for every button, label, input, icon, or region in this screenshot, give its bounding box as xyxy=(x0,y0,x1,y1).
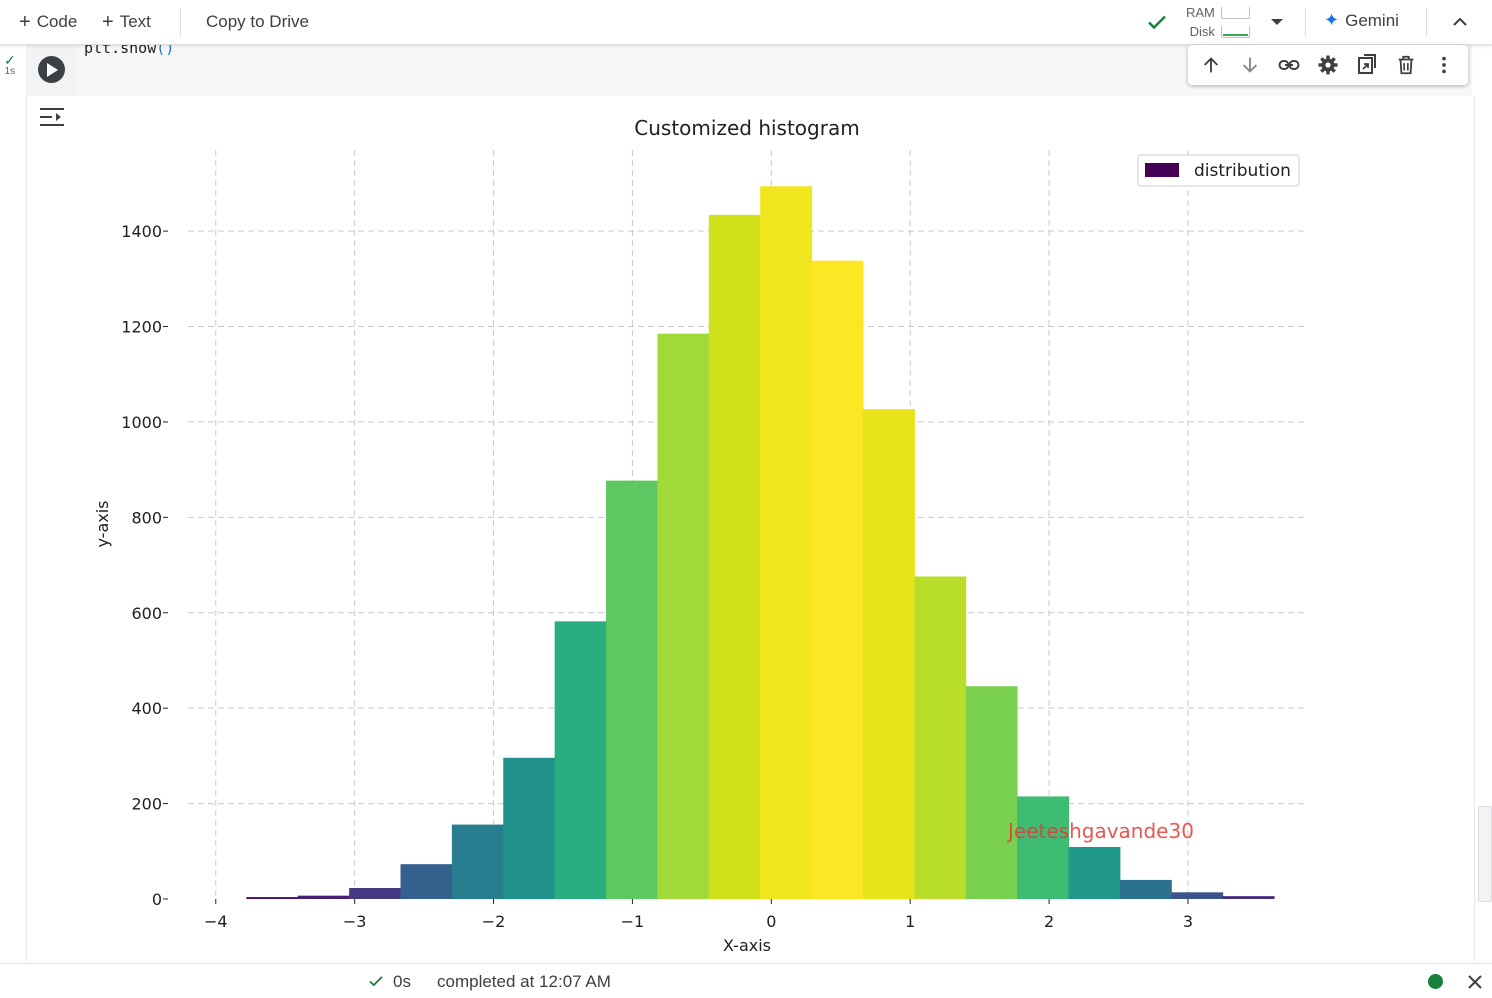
ram-label: RAM xyxy=(1186,5,1215,20)
trash-icon[interactable] xyxy=(1390,49,1422,81)
x-tick-label: −1 xyxy=(621,912,645,931)
x-tick-label: −4 xyxy=(204,912,228,931)
y-axis-label: y-axis xyxy=(93,500,112,547)
output-actions-icon[interactable] xyxy=(38,104,66,135)
y-tick-label: 1400 xyxy=(121,222,162,241)
connected-check-icon[interactable] xyxy=(1145,10,1169,39)
gear-icon[interactable] xyxy=(1312,49,1344,81)
gemini-button[interactable]: ✦ Gemini xyxy=(1324,10,1399,31)
close-icon[interactable] xyxy=(1466,973,1484,996)
x-tick-label: 2 xyxy=(1044,912,1054,931)
cell-toolbar xyxy=(1188,45,1468,85)
x-tick-label: 1 xyxy=(905,912,915,931)
legend-label: distribution xyxy=(1194,161,1291,181)
mirror-cell-icon[interactable] xyxy=(1351,49,1383,81)
runtime-dropdown-icon[interactable] xyxy=(1268,14,1286,35)
plus-icon: + xyxy=(102,11,114,33)
disk-label: Disk xyxy=(1189,24,1215,39)
gemini-sparkle-icon: ✦ xyxy=(1324,10,1340,30)
histogram-bar xyxy=(1171,892,1224,899)
status-bar: 0s completed at 12:07 AM xyxy=(0,963,1492,998)
histogram-bar xyxy=(708,214,761,899)
histogram-bar xyxy=(554,621,607,899)
y-tick-label: 400 xyxy=(131,699,162,718)
toolbar-divider xyxy=(1426,8,1427,36)
run-cell-button[interactable] xyxy=(38,56,65,83)
status-check-icon xyxy=(367,972,385,995)
copy-to-drive-button[interactable]: Copy to Drive xyxy=(206,10,309,34)
histogram-bar xyxy=(349,888,401,899)
histogram-bar xyxy=(400,864,453,899)
cell-exec-status: ✓ 1s xyxy=(4,52,16,77)
histogram-bar xyxy=(503,757,556,899)
y-tick-label: 1000 xyxy=(121,413,162,432)
histogram-bar xyxy=(811,260,864,899)
status-duration: 0s xyxy=(393,972,411,991)
x-axis-label: X-axis xyxy=(723,936,771,955)
histogram-bar xyxy=(965,686,1018,899)
add-code-button[interactable]: + Code xyxy=(19,10,77,34)
notebook-toolbar: + Code + Text Copy to Drive RAM Disk ✦ G… xyxy=(0,0,1492,45)
collapse-chevron-up-icon[interactable] xyxy=(1450,12,1470,37)
link-icon[interactable] xyxy=(1273,49,1305,81)
histogram-bar xyxy=(862,409,915,899)
more-vert-icon[interactable] xyxy=(1428,49,1460,81)
watermark-text: Jeeteshgavande30 xyxy=(1006,819,1194,843)
y-tick-label: 800 xyxy=(131,508,162,527)
histogram-bar xyxy=(1119,879,1172,899)
add-code-label: Code xyxy=(36,12,78,31)
histogram-bar xyxy=(1017,796,1070,899)
histogram-bar xyxy=(760,186,813,899)
gemini-label: Gemini xyxy=(1345,10,1399,30)
plus-icon: + xyxy=(19,11,31,33)
exec-check-icon: ✓ xyxy=(4,52,16,68)
histogram-bar xyxy=(297,895,350,899)
x-tick-label: −3 xyxy=(343,912,367,931)
histogram-bar xyxy=(1222,896,1275,899)
y-tick-label: 1200 xyxy=(121,318,162,337)
toolbar-divider xyxy=(180,8,181,36)
move-down-arrow-icon[interactable] xyxy=(1234,49,1266,81)
chart-title: Customized histogram xyxy=(634,116,859,140)
x-tick-label: 0 xyxy=(766,912,776,931)
exec-time: 1s xyxy=(4,66,16,77)
histogram-bar xyxy=(606,480,658,899)
histogram-plot: Customized histogram X-axis y-axis −4 −3−… xyxy=(93,116,1306,955)
y-tick-label: 600 xyxy=(131,604,162,623)
toolbar-divider xyxy=(1305,8,1306,36)
move-up-arrow-icon[interactable] xyxy=(1195,49,1227,81)
play-icon xyxy=(46,62,58,77)
status-completed: completed at 12:07 AM xyxy=(437,972,611,991)
resource-monitor[interactable]: RAM Disk xyxy=(1186,3,1250,41)
copy-to-drive-label: Copy to Drive xyxy=(206,12,309,31)
histogram-bar xyxy=(914,576,967,899)
y-tick-label: 0 xyxy=(152,890,162,909)
disk-bar xyxy=(1220,25,1250,38)
add-text-label: Text xyxy=(119,12,151,31)
chart-legend: distribution xyxy=(1137,154,1300,187)
y-tick-label: 200 xyxy=(131,795,162,814)
histogram-bar xyxy=(1068,846,1121,899)
legend-swatch xyxy=(1145,163,1179,177)
add-text-button[interactable]: + Text xyxy=(102,10,151,34)
axis-ticks: −4 −3 −2 −1 0 1 2 3 0 200 400 600 800 1000 1200 1400 xyxy=(121,222,1193,931)
runtime-status-dot xyxy=(1428,974,1443,989)
x-tick-label: 3 xyxy=(1183,912,1193,931)
legend-box xyxy=(1137,154,1300,187)
histogram-bar xyxy=(246,897,299,899)
x-tick-label: −2 xyxy=(482,912,506,931)
histogram-bar xyxy=(657,333,710,899)
scrollbar-thumb[interactable] xyxy=(1478,806,1492,902)
ram-bar xyxy=(1220,6,1250,19)
histogram-bar xyxy=(451,824,504,899)
histogram-bars xyxy=(246,186,1275,899)
